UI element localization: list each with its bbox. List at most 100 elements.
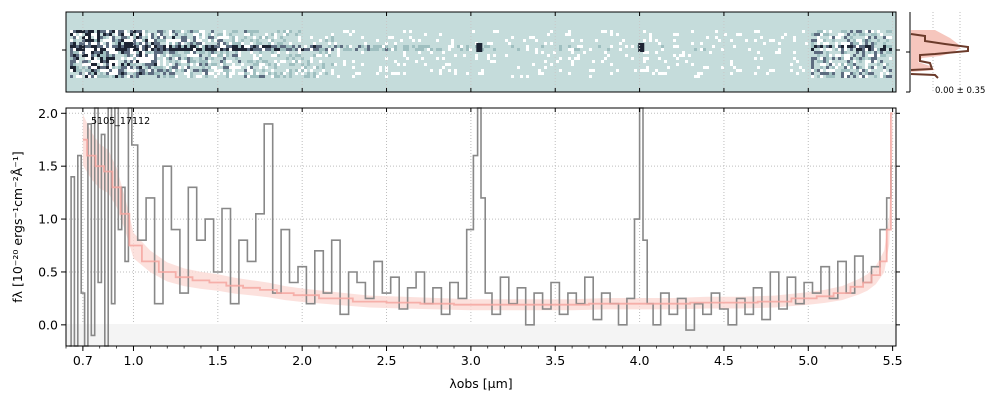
spectrum-2d-pixel <box>151 36 154 39</box>
spectrum-2d-pixel <box>889 48 892 51</box>
spectrum-2d-pixel <box>454 69 457 72</box>
spectrum-2d-pixel <box>94 39 97 42</box>
spectrum-2d-pixel <box>106 39 109 42</box>
spectrum-2d-pixel <box>295 33 298 36</box>
spectrum-2d-pixel <box>214 48 217 51</box>
spectrum-2d-pixel <box>115 30 118 33</box>
spectrum-2d-pixel <box>844 57 847 60</box>
spectrum-2d-pixel <box>115 33 118 36</box>
spectrum-2d-pixel <box>193 54 196 57</box>
spectrum-2d-pixel <box>253 75 256 78</box>
spectrum-2d-pixel <box>847 57 850 60</box>
spectrum-2d-pixel <box>97 51 100 54</box>
spectrum-2d-pixel <box>175 60 178 63</box>
spectrum-2d-pixel <box>775 51 778 54</box>
spectrum-2d-pixel <box>85 30 88 33</box>
x-tick-label: 5.0 <box>798 353 818 368</box>
spectrum-2d-pixel <box>187 54 190 57</box>
profile-panel: 0.00 ± 0.35 <box>906 12 985 96</box>
spectrum-2d-pixel <box>202 42 205 45</box>
spectrum-2d-pixel <box>853 54 856 57</box>
spectrum-2d-pixel <box>439 72 442 75</box>
spectrum-2d-pixel <box>130 48 133 51</box>
spectrum-2d-pixel <box>508 42 511 45</box>
spectrum-2d-pixel <box>214 75 217 78</box>
spectrum-2d-pixel <box>163 48 166 51</box>
spectrum-2d-pixel <box>496 30 499 33</box>
spectrum-2d-pixel <box>757 66 760 69</box>
spectrum-2d-pixel <box>82 51 85 54</box>
spectrum-2d-pixel <box>856 69 859 72</box>
spectrum-2d-pixel <box>643 57 646 60</box>
spectrum-2d-pixel <box>841 75 844 78</box>
spectrum-2d-pixel <box>91 30 94 33</box>
spectrum-2d-pixel <box>817 33 820 36</box>
spectrum-2d-pixel <box>196 75 199 78</box>
spectrum-2d-pixel <box>553 51 556 54</box>
spectrum-2d-pixel <box>241 42 244 45</box>
spectrum-2d-pixel <box>73 36 76 39</box>
spectrum-2d-pixel <box>145 57 148 60</box>
spectrum-2d-pixel <box>817 39 820 42</box>
spectrum-2d-pixel <box>73 45 76 48</box>
spectrum-2d-pixel <box>298 48 301 51</box>
spectrum-2d-pixel <box>175 54 178 57</box>
spectrum-2d-pixel <box>292 48 295 51</box>
spectrum-2d-pixel <box>136 30 139 33</box>
spectrum-2d-pixel <box>325 48 328 51</box>
spectrum-2d-pixel <box>886 36 889 39</box>
spectrum-2d-pixel <box>115 75 118 78</box>
spectrum-2d-pixel <box>850 48 853 51</box>
spectrum-2d-pixel <box>841 72 844 75</box>
spectrum-2d-pixel <box>319 60 322 63</box>
spectrum-2d-pixel <box>373 48 376 51</box>
spectrum-2d-pixel <box>79 72 82 75</box>
spectrum-2d-pixel <box>250 42 253 45</box>
spectrum-2d-pixel <box>391 72 394 75</box>
spectrum-2d-pixel <box>145 39 148 42</box>
spectrum-2d-pixel <box>70 69 73 72</box>
plot-frame <box>65 107 897 347</box>
spectrum-2d-pixel <box>610 72 613 75</box>
spectrum-2d-pixel <box>403 54 406 57</box>
spectrum-2d-pixel <box>388 48 391 51</box>
spectrum-2d-pixel <box>151 57 154 60</box>
spectrum-2d-pixel <box>829 69 832 72</box>
spectrum-2d-pixel <box>187 60 190 63</box>
spectrum-2d-pixel <box>226 48 229 51</box>
spectrum-2d-pixel <box>328 51 331 54</box>
spectrum-2d-pixel <box>214 63 217 66</box>
spectrum-2d-pixel <box>676 57 679 60</box>
spectrum-2d-pixel <box>109 42 112 45</box>
spectrum-2d-pixel <box>106 48 109 51</box>
spectrum-2d-pixel <box>691 42 694 45</box>
spectrum-2d-pixel <box>205 48 208 51</box>
spectrum-2d-pixel <box>847 45 850 48</box>
spectrum-2d-pixel <box>643 51 646 54</box>
spectrum-2d-pixel <box>850 30 853 33</box>
spectrum-2d-pixel <box>100 54 103 57</box>
spectrum-2d-pixel <box>142 54 145 57</box>
spectrum-2d-pixel <box>325 54 328 57</box>
spectrum-2d-pixel <box>85 42 88 45</box>
spectrum-2d-pixel <box>544 42 547 45</box>
spectrum-2d-pixel <box>199 30 202 33</box>
y-tick-label: 0.0 <box>38 317 58 332</box>
spectrum-2d-pixel <box>274 75 277 78</box>
flux-line <box>69 107 893 347</box>
spectrum-2d-pixel <box>202 51 205 54</box>
spectrum-2d-pixel <box>730 72 733 75</box>
spectrum-2d-pixel <box>211 33 214 36</box>
spectrum-2d-pixel <box>130 60 133 63</box>
spectrum-2d-pixel <box>343 60 346 63</box>
spectrum-2d-pixel <box>97 69 100 72</box>
spectrum-2d-pixel <box>79 45 82 48</box>
spectrum-2d-pixel <box>445 63 448 66</box>
spectrum-2d-pixel <box>172 54 175 57</box>
spectrum-2d-pixel <box>202 48 205 51</box>
spectrum-2d-pixel <box>115 48 118 51</box>
spectrum-2d-pixel <box>109 33 112 36</box>
spectrum-2d-pixel <box>796 60 799 63</box>
spectrum-2d-pixel <box>148 66 151 69</box>
spectrum-2d-pixel <box>175 48 178 51</box>
